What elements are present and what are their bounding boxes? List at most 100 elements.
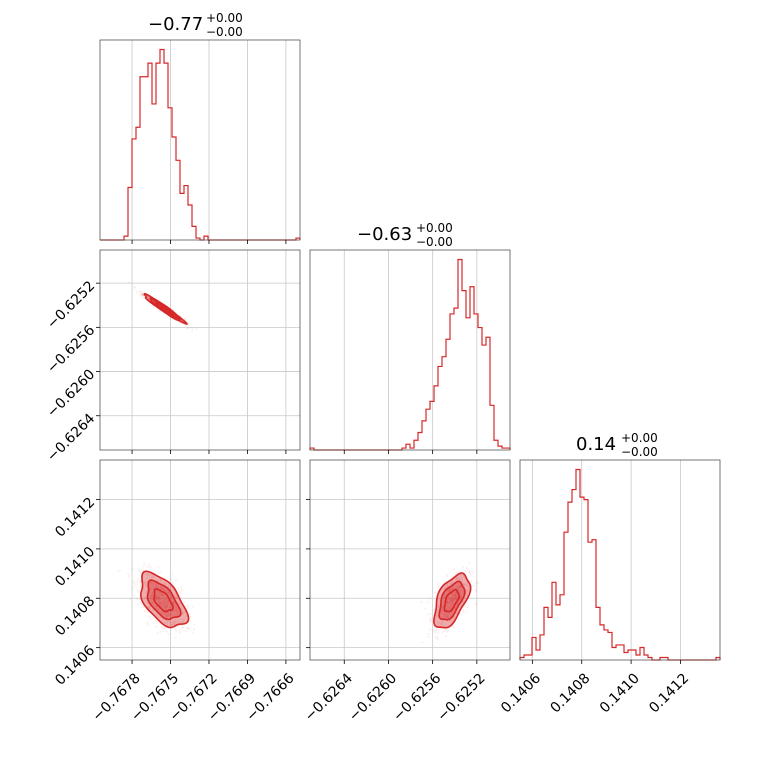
sample-point bbox=[449, 606, 452, 610]
sample-point bbox=[452, 596, 455, 600]
sample-point bbox=[452, 593, 455, 597]
sample-point bbox=[165, 589, 168, 592]
sample-point bbox=[427, 613, 430, 616]
sample-point bbox=[445, 628, 448, 631]
sample-point bbox=[456, 587, 459, 590]
sample-point bbox=[441, 603, 444, 606]
sample-point bbox=[452, 626, 456, 629]
sample-point bbox=[447, 602, 450, 605]
title-sub: −0.00 bbox=[621, 445, 658, 459]
sample-point bbox=[191, 327, 194, 330]
sample-point bbox=[459, 586, 462, 589]
sample-point bbox=[467, 588, 470, 591]
sample-point bbox=[463, 583, 466, 586]
sample-point bbox=[163, 598, 166, 601]
sample-point bbox=[457, 608, 460, 611]
sample-point bbox=[161, 605, 164, 608]
title-sub: −0.00 bbox=[206, 25, 243, 39]
y-tick-label: 0.1412 bbox=[52, 494, 98, 540]
sample-point bbox=[461, 592, 464, 596]
sample-point bbox=[451, 600, 455, 603]
sample-point bbox=[446, 608, 449, 611]
sample-point bbox=[167, 614, 170, 618]
sample-point bbox=[148, 615, 152, 619]
sample-point bbox=[442, 612, 445, 616]
pair-0-2 bbox=[118, 562, 196, 639]
sample-point bbox=[174, 597, 178, 600]
sample-point bbox=[465, 611, 468, 614]
sample-point bbox=[447, 616, 450, 619]
sample-point bbox=[164, 601, 167, 604]
sample-point bbox=[168, 613, 171, 616]
sample-point bbox=[454, 594, 457, 598]
title-sup: +0.00 bbox=[416, 221, 453, 235]
sample-point bbox=[166, 600, 170, 603]
density-contour bbox=[140, 570, 190, 629]
sample-point bbox=[167, 591, 170, 594]
sample-point bbox=[141, 292, 144, 296]
sample-point bbox=[172, 601, 175, 604]
sample-point bbox=[457, 576, 460, 579]
sample-point bbox=[140, 292, 143, 295]
sample-point bbox=[158, 591, 161, 594]
sample-point bbox=[180, 588, 184, 591]
sample-point bbox=[165, 604, 169, 607]
sample-point bbox=[451, 599, 454, 603]
sample-point bbox=[159, 578, 163, 582]
sample-point bbox=[168, 603, 172, 606]
sample-point bbox=[457, 588, 460, 592]
sample-point bbox=[162, 593, 165, 596]
sample-point bbox=[162, 600, 165, 603]
sample-point bbox=[451, 603, 455, 606]
sample-point bbox=[152, 601, 155, 604]
sample-point bbox=[453, 594, 456, 598]
sample-point bbox=[167, 606, 170, 609]
sample-point bbox=[447, 613, 450, 616]
sample-point bbox=[183, 610, 186, 614]
sample-point bbox=[465, 584, 468, 587]
sample-point bbox=[448, 588, 452, 591]
sample-point bbox=[433, 631, 437, 634]
sample-point bbox=[179, 596, 183, 599]
sample-point bbox=[139, 580, 142, 583]
sample-point bbox=[447, 595, 450, 599]
sample-point bbox=[447, 602, 450, 605]
sample-point bbox=[460, 586, 463, 589]
sample-point bbox=[448, 598, 451, 601]
sample-point bbox=[444, 622, 447, 626]
sample-point bbox=[163, 627, 166, 631]
sample-point bbox=[462, 583, 466, 586]
density-contour bbox=[155, 301, 175, 316]
sample-point bbox=[180, 585, 183, 588]
sample-point bbox=[160, 612, 164, 615]
sample-point bbox=[454, 597, 457, 600]
sample-point bbox=[443, 595, 446, 598]
sample-point bbox=[167, 603, 170, 606]
sample-point bbox=[149, 585, 152, 588]
sample-point bbox=[159, 570, 162, 573]
panel-0-0 bbox=[99, 39, 301, 244]
sample-point bbox=[172, 620, 175, 623]
sample-point bbox=[143, 597, 146, 600]
sample-point bbox=[170, 612, 173, 615]
density-contour bbox=[438, 580, 466, 621]
title-main: −0.77 bbox=[148, 14, 203, 35]
sample-point bbox=[452, 598, 455, 601]
sample-point bbox=[447, 589, 450, 592]
sample-point bbox=[436, 615, 439, 618]
tick-labels: −0.7678−0.7675−0.7672−0.7669−0.7666 −0.62… bbox=[44, 278, 692, 725]
sample-point bbox=[445, 608, 448, 611]
sample-point bbox=[444, 615, 447, 618]
sample-point bbox=[158, 595, 161, 598]
sample-point bbox=[164, 583, 167, 586]
sample-point bbox=[157, 565, 160, 569]
sample-point bbox=[458, 586, 462, 589]
sample-point bbox=[451, 592, 454, 595]
sample-point bbox=[173, 619, 177, 623]
sample-point bbox=[159, 603, 162, 606]
sample-point bbox=[178, 631, 182, 634]
sample-point bbox=[155, 585, 158, 589]
sample-point bbox=[165, 607, 168, 611]
sample-point bbox=[453, 594, 456, 597]
sample-point bbox=[165, 597, 168, 600]
